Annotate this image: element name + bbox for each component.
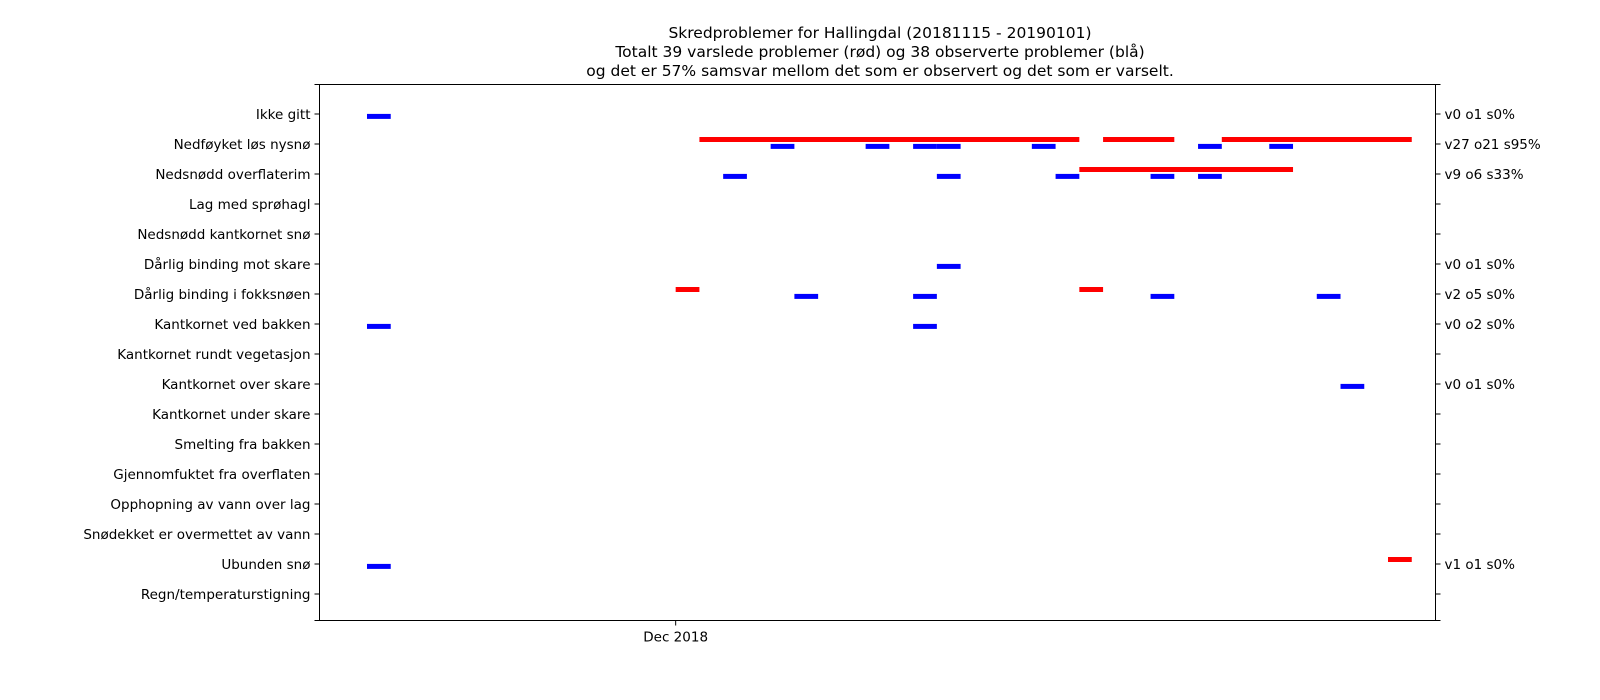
forecast-bar [1079,287,1104,292]
forecast-bar [1079,167,1294,172]
observed-bar [1150,293,1175,299]
right-stat-label: v0 o2 s0% [1445,317,1516,333]
forecast-bar [675,287,700,292]
forecast-bar [699,137,1080,142]
y-tick-label: Kantkornet under skare [152,407,310,423]
chart-title-line-3: og det er 57% samsvar mellom det som er … [586,62,1174,80]
observed-bar [770,143,795,149]
y-tick-label: Ikke gitt [256,107,311,123]
observed-bar [936,173,961,179]
y-axis-right: v0 o1 s0% v27 o21 s95% v9 o6 s33% v0 o1 s0%… [1435,84,1541,621]
right-stat-label: v1 o1 s0% [1445,557,1516,573]
y-tick-label: Nedsnødd kantkornet snø [137,227,310,243]
forecast-bar [1388,557,1412,562]
chart-title-line-1: Skredproblemer for Hallingdal (20181115 … [668,24,1091,42]
observed-bar [366,563,391,569]
observed-bar [1055,173,1080,179]
plot-area-frame [319,84,1436,621]
observed-bar [1316,293,1341,299]
forecast-bar [1221,137,1412,142]
observed-bar [913,143,937,149]
observed-bar [1269,143,1294,149]
observed-bar [366,113,391,119]
observed-bar [913,323,937,329]
observed-bar [1198,173,1222,179]
x-tick-label: Dec 2018 [643,630,708,646]
right-stat-label: v0 o1 s0% [1445,377,1516,393]
forecast-bar [1103,137,1175,142]
y-tick-label: Lag med sprøhagl [189,197,311,213]
right-stat-label: v27 o21 s95% [1445,137,1541,153]
y-tick-label: Nedsnødd overflaterim [155,167,310,183]
y-tick-label: Snødekket er overmettet av vann [83,527,310,543]
observed-bar [936,143,961,149]
observed-bar [1150,173,1175,179]
observed-bar [936,263,961,269]
y-tick-label: Ubunden snø [221,557,310,573]
y-tick-label: Smelting fra bakken [175,437,311,453]
observed-bar [794,293,819,299]
chart-title: Skredproblemer for Hallingdal (20181115 … [586,24,1174,80]
y-tick-label: Kantkornet over skare [162,377,311,393]
observed-bar [1340,383,1365,389]
right-stat-label: v0 o1 s0% [1445,107,1516,123]
chart-bars [366,113,1412,569]
right-stat-label: v0 o1 s0% [1445,257,1516,273]
y-tick-label: Nedføyket løs nysnø [174,137,311,153]
y-tick-label: Opphopning av vann over lag [110,497,310,513]
observed-bar [865,143,890,149]
right-stat-label: v2 o5 s0% [1445,287,1516,303]
observed-bar [1198,143,1222,149]
y-tick-label: Dårlig binding mot skare [144,256,311,273]
x-axis: Dec 2018 [643,620,708,646]
observed-bar [723,173,747,179]
right-stat-label: v9 o6 s33% [1445,167,1524,183]
observed-bar [913,293,937,299]
chart-title-line-2: Totalt 39 varslede problemer (rød) og 38… [614,43,1144,61]
observed-bar [1031,143,1056,149]
y-tick-label: Regn/temperaturstigning [141,587,311,603]
y-tick-label: Gjennomfuktet fra overflaten [113,467,310,483]
observed-bar [366,323,391,329]
y-tick-label: Kantkornet rundt vegetasjon [117,347,310,363]
y-tick-label: Dårlig binding i fokksnøen [134,286,311,303]
y-tick-label: Kantkornet ved bakken [154,317,310,333]
y-axis-left: Ikke gitt Nedføyket løs nysnø Nedsnødd ove… [83,84,320,621]
